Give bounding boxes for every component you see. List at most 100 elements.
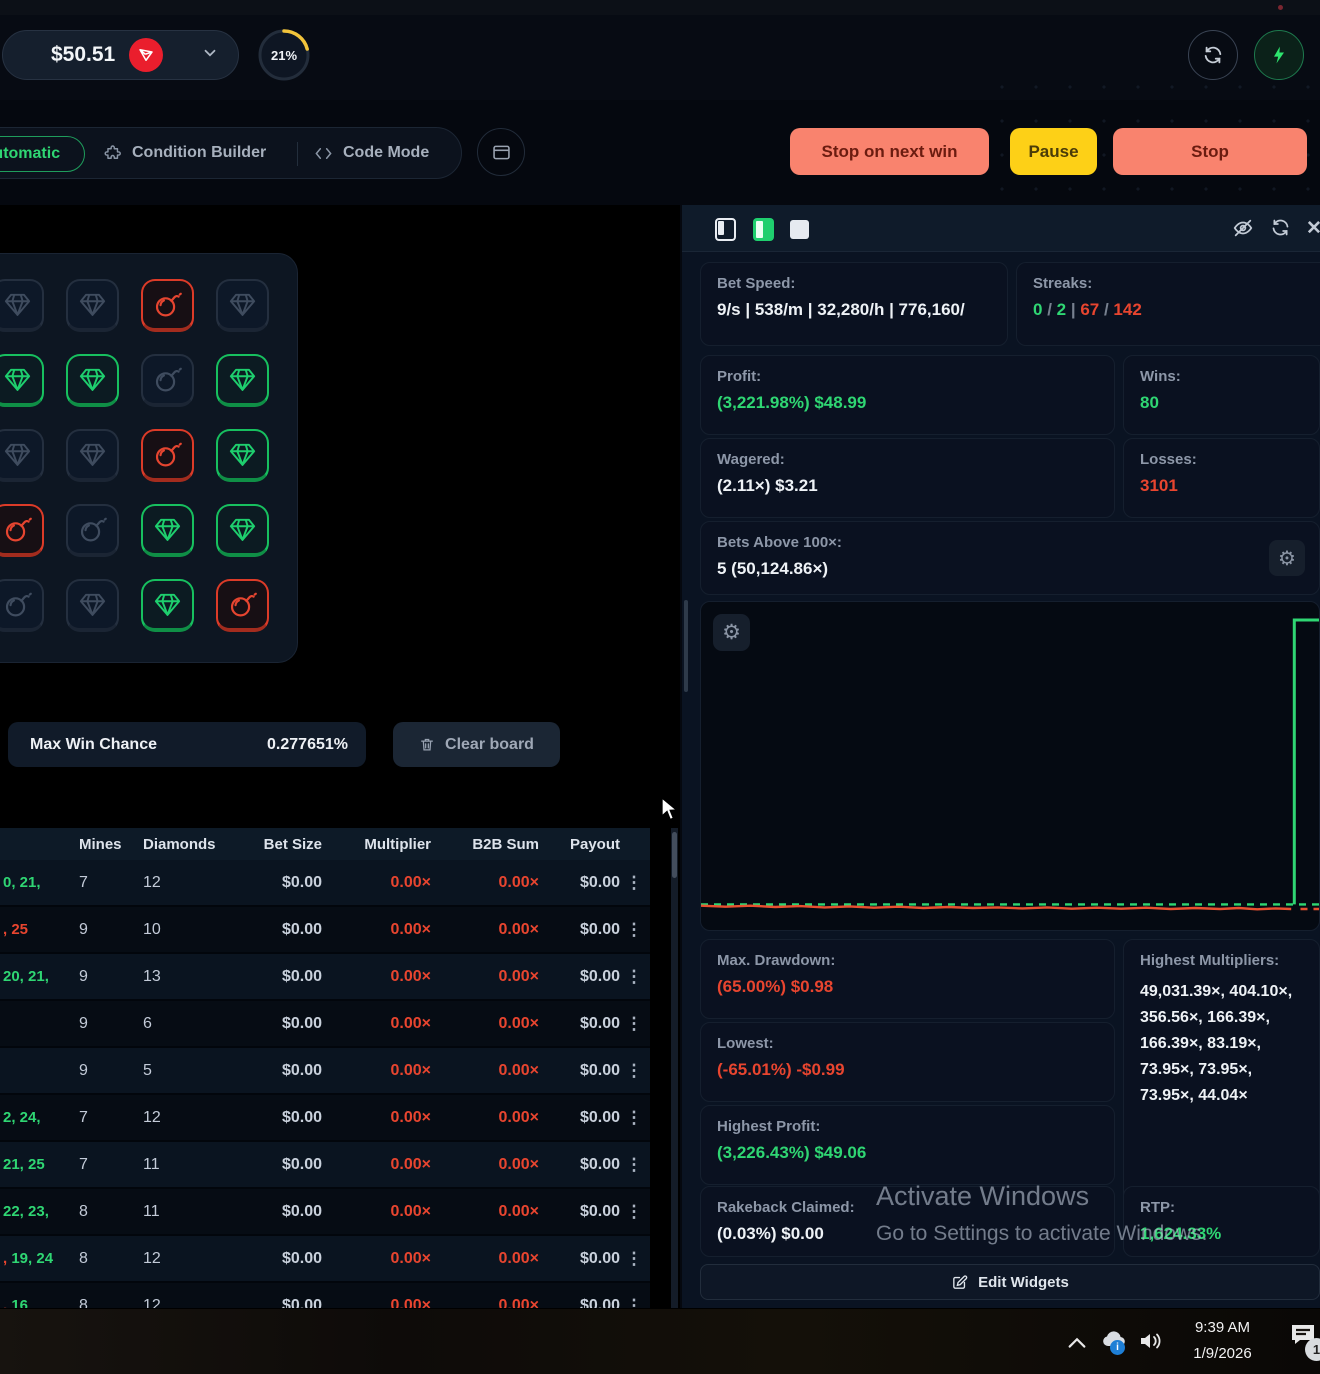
- board-tile-12-diamond-dim[interactable]: [66, 429, 119, 482]
- site-header: $50.51 21%: [0, 15, 1320, 100]
- widgets-panel: ✕ Bet Speed: 9/s | 538/m | 32,280/h | 77…: [682, 205, 1320, 1308]
- cell-mines: 8: [79, 1296, 88, 1309]
- stop-on-next-win-button[interactable]: Stop on next win: [790, 128, 989, 175]
- tab-automatic[interactable]: Automatic: [0, 136, 85, 172]
- cell-bet: $0.00: [281, 1108, 322, 1126]
- board-tile-14-diamond-green[interactable]: [216, 429, 269, 482]
- cell-bet: $0.00: [281, 1249, 322, 1267]
- board-tile-11-diamond-dim[interactable]: [0, 429, 44, 482]
- tron-icon: [129, 38, 164, 72]
- gauge-percent: 21%: [270, 47, 298, 63]
- board-tile-23-diamond-green[interactable]: [141, 579, 194, 632]
- row-menu-kebab-icon[interactable]: ⋮: [625, 1060, 643, 1080]
- bets-above-label: Bets Above 100×:: [717, 534, 842, 551]
- refresh-button[interactable]: [1188, 30, 1238, 80]
- gear-icon[interactable]: ⚙: [713, 614, 750, 651]
- windows-taskbar: [0, 1308, 1320, 1374]
- row-menu-kebab-icon[interactable]: ⋮: [625, 919, 643, 939]
- max-drawdown-label: Max. Drawdown:: [717, 952, 836, 969]
- row-menu-kebab-icon[interactable]: ⋮: [625, 1013, 643, 1033]
- progress-gauge: [258, 29, 310, 81]
- table-row-9: , 16 8 12 $0.00 0.00× 0.00× $0.00 ⋮: [0, 1283, 650, 1308]
- cell-b2b: 0.00×: [498, 920, 539, 938]
- mode-tabs: Automatic Condition Builder Code Mode: [0, 127, 462, 179]
- action-center-icon[interactable]: [1288, 1320, 1318, 1348]
- profit-value: (3,221.98%) $48.99: [717, 393, 867, 412]
- max-win-chance-label: Max Win Chance: [30, 735, 157, 753]
- board-tile-21-bomb-dim[interactable]: [0, 579, 44, 632]
- close-icon[interactable]: ✕: [1306, 218, 1320, 239]
- tab-code-mode[interactable]: Code Mode: [313, 144, 429, 163]
- cell-b2b: 0.00×: [498, 1014, 539, 1032]
- bets-table: Mines Diamonds Bet Size Multiplier B2B S…: [0, 828, 672, 1308]
- stop-button[interactable]: Stop: [1113, 128, 1307, 175]
- browser-window-icon: [492, 145, 510, 159]
- cell-multiplier: 0.00×: [390, 1296, 431, 1309]
- gear-icon[interactable]: ⚙: [1269, 540, 1305, 576]
- board-tile-9-diamond-green[interactable]: [216, 354, 269, 407]
- cell-diamonds: 12: [143, 1108, 161, 1126]
- chevron-down-icon[interactable]: [201, 44, 219, 67]
- panel-scrollbar-thumb[interactable]: [684, 600, 688, 692]
- cell-payout: $0.00: [579, 1108, 620, 1126]
- board-tile-22-diamond-dim[interactable]: [66, 579, 119, 632]
- edit-widgets-button[interactable]: Edit Widgets: [700, 1264, 1320, 1300]
- cell-diamonds: 10: [143, 920, 161, 938]
- taskbar-clock[interactable]: 9:39 AM 1/9/2026: [1180, 1315, 1265, 1367]
- board-tile-1-diamond-dim[interactable]: [0, 279, 44, 332]
- board-tile-24-bomb-red[interactable]: [216, 579, 269, 632]
- taskbar-chevron-up-icon[interactable]: [1066, 1334, 1088, 1350]
- bet-speed-label: Bet Speed:: [717, 275, 796, 292]
- row-menu-kebab-icon[interactable]: ⋮: [625, 1154, 643, 1174]
- edit-widgets-label: Edit Widgets: [978, 1273, 1069, 1291]
- widget-bets-above-100x: Bets Above 100×: 5 (50,124.86×) ⚙: [700, 521, 1320, 595]
- widget-highest-profit: Highest Profit: (3,226.43%) $49.06: [700, 1105, 1115, 1185]
- refresh-widgets-icon[interactable]: [1270, 217, 1291, 243]
- row-menu-kebab-icon[interactable]: ⋮: [625, 1107, 643, 1127]
- hide-panel-icon[interactable]: [1232, 217, 1254, 244]
- board-tile-8-bomb-dim[interactable]: [141, 354, 194, 407]
- table-row-6: 21, 25 7 11 $0.00 0.00× 0.00× $0.00 ⋮: [0, 1142, 650, 1189]
- row-menu-kebab-icon[interactable]: ⋮: [625, 1201, 643, 1221]
- row-menu-kebab-icon[interactable]: ⋮: [625, 1295, 643, 1309]
- chart-series-profit-final-spike: [1292, 618, 1319, 905]
- cell-b2b: 0.00×: [498, 967, 539, 985]
- speaker-icon[interactable]: [1138, 1330, 1164, 1352]
- board-tile-17-bomb-dim[interactable]: [66, 504, 119, 557]
- cell-payout: $0.00: [579, 1014, 620, 1032]
- layout-active-icon[interactable]: [753, 218, 774, 241]
- layout-split-icon[interactable]: [715, 218, 736, 241]
- board-tile-4-diamond-dim[interactable]: [216, 279, 269, 332]
- board-tile-2-diamond-dim[interactable]: [66, 279, 119, 332]
- clear-board-button[interactable]: Clear board: [393, 722, 560, 767]
- cell-b2b: 0.00×: [498, 1108, 539, 1126]
- widget-wagered: Wagered: (2.11×) $3.21: [700, 438, 1115, 518]
- trash-icon: [421, 738, 433, 751]
- clear-board-label: Clear board: [445, 735, 534, 753]
- pause-button[interactable]: Pause: [1010, 128, 1097, 175]
- cell-payout: $0.00: [579, 873, 620, 891]
- widget-wins: Wins: 80: [1123, 355, 1320, 435]
- board-tile-6-diamond-green[interactable]: [0, 354, 44, 407]
- row-menu-kebab-icon[interactable]: ⋮: [625, 872, 643, 892]
- board-tile-18-diamond-green[interactable]: [141, 504, 194, 557]
- board-tile-16-bomb-red[interactable]: [0, 504, 44, 557]
- layout-full-icon[interactable]: [790, 220, 809, 239]
- table-scrollbar-thumb[interactable]: [672, 832, 677, 878]
- cell-payout: $0.00: [579, 1202, 620, 1220]
- wagered-value: (2.11×) $3.21: [717, 476, 818, 495]
- board-tile-7-diamond-green[interactable]: [66, 354, 119, 407]
- table-scrollbar-track[interactable]: [671, 828, 678, 1308]
- cell-multiplier: 0.00×: [390, 1202, 431, 1220]
- row-menu-kebab-icon[interactable]: ⋮: [625, 1248, 643, 1268]
- rtp-value: 1,624.33%: [1140, 1224, 1222, 1243]
- board-tile-3-bomb-red[interactable]: [141, 279, 194, 332]
- balance-dropdown[interactable]: $50.51: [2, 30, 239, 80]
- cell-payout: $0.00: [579, 920, 620, 938]
- board-tile-19-diamond-green[interactable]: [216, 504, 269, 557]
- row-menu-kebab-icon[interactable]: ⋮: [625, 966, 643, 986]
- popout-window-button[interactable]: [477, 128, 525, 176]
- tiles-list: 2, 24,: [3, 1109, 41, 1126]
- board-tile-13-bomb-red[interactable]: [141, 429, 194, 482]
- tab-condition-builder[interactable]: Condition Builder: [104, 144, 266, 163]
